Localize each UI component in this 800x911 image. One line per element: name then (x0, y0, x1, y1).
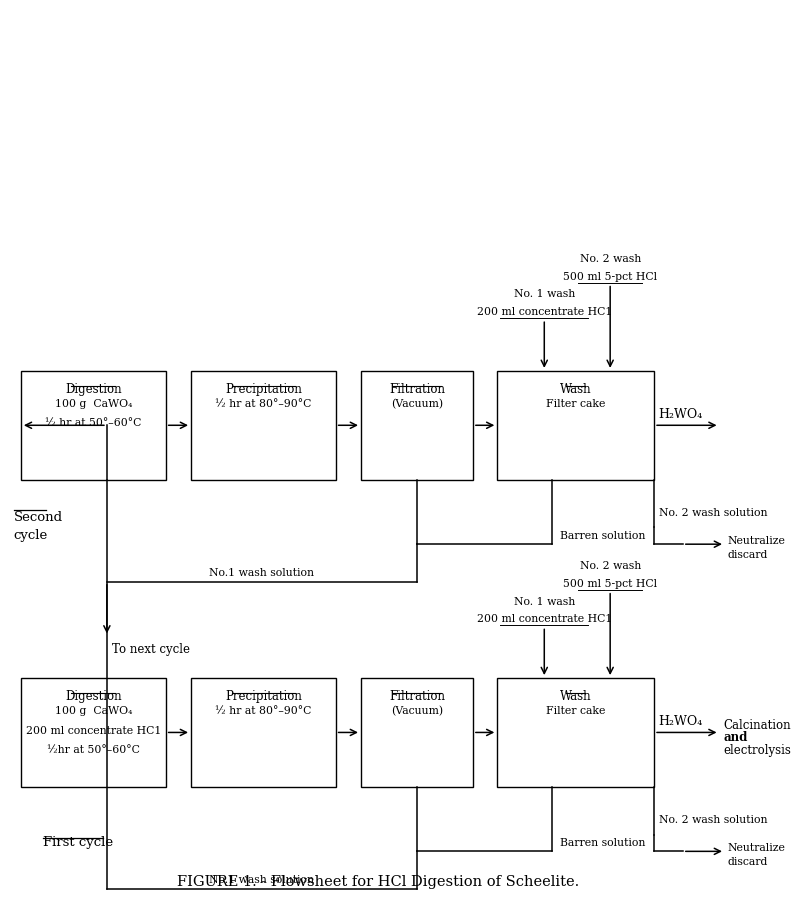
Text: and: and (723, 732, 747, 744)
Text: First cycle: First cycle (43, 836, 114, 849)
Text: Filter cake: Filter cake (546, 398, 606, 408)
Text: 500 ml 5-pct HCl: 500 ml 5-pct HCl (563, 578, 658, 589)
Text: No.1 wash solution: No.1 wash solution (210, 875, 314, 885)
Text: Digestion: Digestion (65, 383, 122, 395)
Text: No. 2 wash: No. 2 wash (579, 561, 641, 571)
Text: 200 ml concentrate HC1: 200 ml concentrate HC1 (477, 614, 612, 624)
Text: Neutralize: Neutralize (728, 844, 786, 854)
Text: discard: discard (728, 550, 768, 560)
Text: Precipitation: Precipitation (225, 383, 302, 395)
Bar (498, 371, 654, 480)
Text: No. 2 wash solution: No. 2 wash solution (658, 507, 767, 517)
Text: 200 ml concentrate HC1: 200 ml concentrate HC1 (26, 725, 161, 735)
Text: Filtration: Filtration (389, 383, 445, 395)
Bar (361, 371, 473, 480)
Bar (21, 678, 166, 787)
Text: No. 1 wash: No. 1 wash (514, 290, 575, 300)
Text: Filtration: Filtration (389, 690, 445, 703)
Text: (Vacuum): (Vacuum) (391, 398, 443, 409)
Text: Filter cake: Filter cake (546, 706, 606, 716)
Text: 500 ml 5-pct HCl: 500 ml 5-pct HCl (563, 271, 658, 281)
Text: discard: discard (728, 857, 768, 867)
Text: Precipitation: Precipitation (225, 690, 302, 703)
Bar (498, 678, 654, 787)
Text: electrolysis: electrolysis (723, 744, 791, 757)
Bar (21, 371, 166, 480)
Text: Digestion: Digestion (65, 690, 122, 703)
Text: Barren solution: Barren solution (559, 531, 645, 541)
Text: No. 1 wash: No. 1 wash (514, 597, 575, 607)
Text: Calcination: Calcination (723, 719, 791, 732)
Text: Neutralize: Neutralize (728, 537, 786, 547)
Text: Wash: Wash (560, 690, 591, 703)
Text: To next cycle: To next cycle (111, 643, 190, 656)
Text: No. 2 wash solution: No. 2 wash solution (658, 814, 767, 824)
Bar (191, 371, 336, 480)
Text: No. 2 wash: No. 2 wash (579, 254, 641, 264)
Text: Wash: Wash (560, 383, 591, 395)
Bar (191, 678, 336, 787)
Text: cycle: cycle (14, 529, 48, 542)
Text: FIGURE 1. - Flowsheet for HCl Digestion of Scheelite.: FIGURE 1. - Flowsheet for HCl Digestion … (177, 875, 579, 889)
Text: H₂WO₄: H₂WO₄ (658, 715, 702, 729)
Text: 100 g  CaWO₄: 100 g CaWO₄ (54, 398, 132, 408)
Text: Second: Second (14, 511, 62, 525)
Text: ½ hr at 80°–90°C: ½ hr at 80°–90°C (215, 398, 311, 408)
Text: 100 g  CaWO₄: 100 g CaWO₄ (54, 706, 132, 716)
Text: H₂WO₄: H₂WO₄ (658, 408, 702, 421)
Text: 200 ml concentrate HC1: 200 ml concentrate HC1 (477, 307, 612, 317)
Text: (Vacuum): (Vacuum) (391, 706, 443, 716)
Text: Barren solution: Barren solution (559, 838, 645, 848)
Text: ½ hr at 80°–90°C: ½ hr at 80°–90°C (215, 706, 311, 716)
Bar (361, 678, 473, 787)
Text: ½ hr at 50°–60°C: ½ hr at 50°–60°C (45, 418, 142, 428)
Text: No.1 wash solution: No.1 wash solution (210, 568, 314, 578)
Text: ½hr at 50°–60°C: ½hr at 50°–60°C (47, 745, 140, 755)
